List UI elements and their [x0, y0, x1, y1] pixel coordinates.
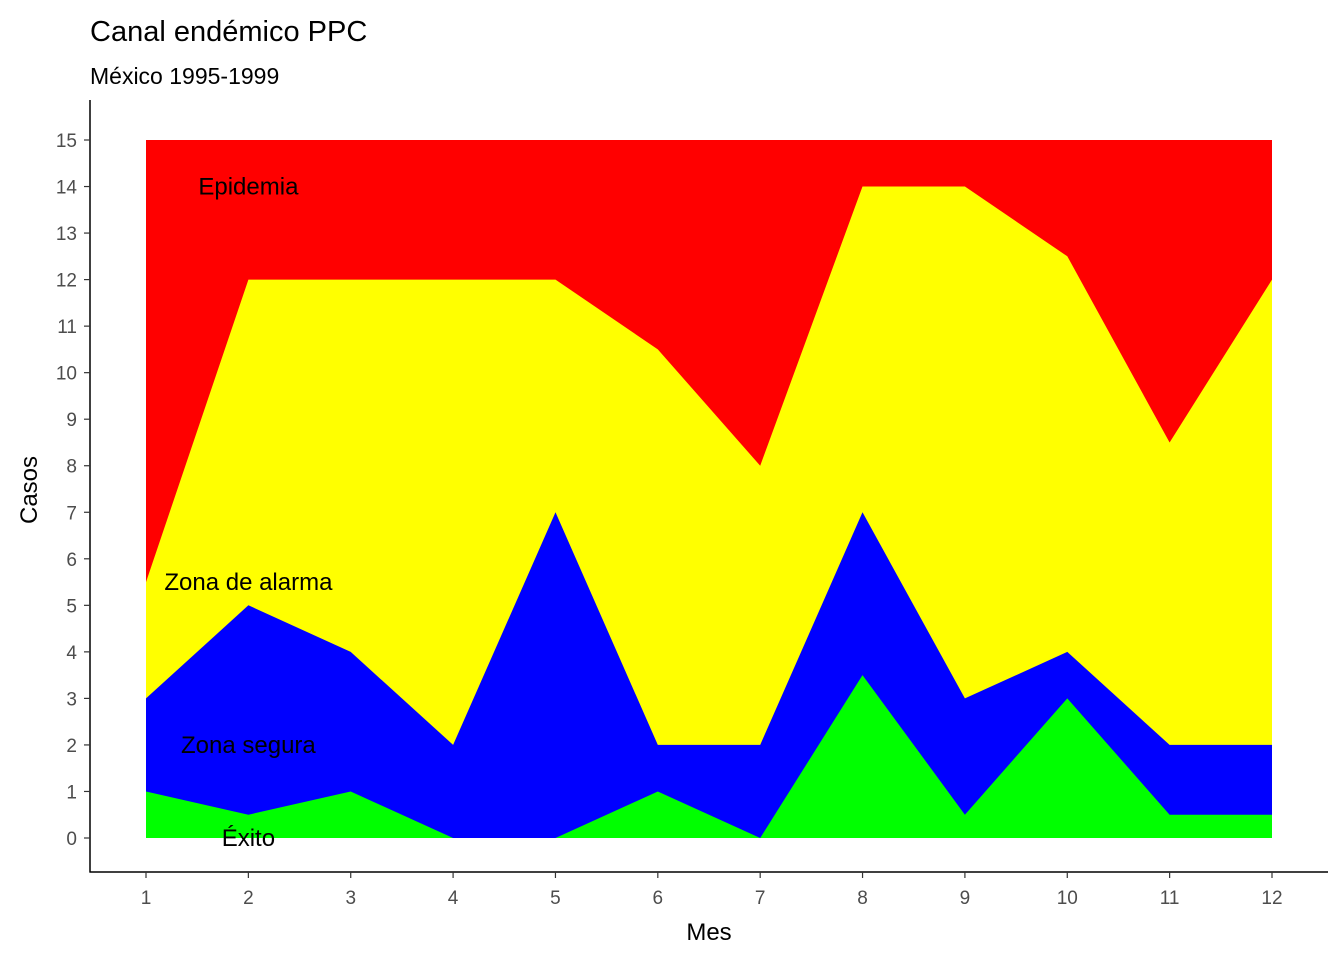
- y-tick-label: 6: [66, 550, 77, 571]
- y-tick-label: 14: [56, 178, 78, 199]
- x-tick-label: 10: [1057, 888, 1078, 909]
- x-tick-label: 7: [755, 888, 766, 909]
- y-tick-label: 11: [57, 317, 77, 338]
- x-tick-label: 2: [243, 888, 254, 909]
- y-tick-label: 10: [56, 364, 77, 385]
- x-tick-label: 5: [550, 888, 561, 909]
- y-tick-label: 5: [66, 596, 77, 617]
- y-tick-label: 12: [56, 271, 77, 292]
- x-tick-label: 12: [1261, 888, 1282, 909]
- x-tick-label: 4: [448, 888, 459, 909]
- y-tick-label: 13: [56, 224, 77, 245]
- y-tick-label: 3: [66, 689, 77, 710]
- y-tick-label: 15: [56, 131, 77, 152]
- chart-title: Canal endémico PPC: [90, 16, 367, 48]
- y-tick-label: 0: [66, 829, 77, 850]
- label-zona-de-alarma: Zona de alarma: [164, 569, 333, 596]
- y-tick-label: 8: [66, 457, 77, 478]
- label-epidemia: Epidemia: [198, 174, 299, 201]
- x-tick-label: 8: [857, 888, 868, 909]
- area-exito: [146, 675, 1272, 838]
- x-tick-label: 9: [960, 888, 971, 909]
- zone-labels: Epidemia Zona de alarma Zona segura Éxito: [164, 174, 333, 853]
- label-exito: Éxito: [222, 825, 275, 852]
- x-tick-label: 3: [345, 888, 356, 909]
- area-layers: [146, 140, 1272, 838]
- x-axis-title: Mes: [686, 919, 731, 946]
- label-zona-segura: Zona segura: [181, 732, 316, 759]
- area-zona-de-alarma: [146, 186, 1272, 838]
- x-tick-label: 1: [141, 888, 152, 909]
- area-zona-segura: [146, 512, 1272, 838]
- y-tick-label: 4: [66, 643, 77, 664]
- y-axis-title: Casos: [16, 456, 43, 524]
- chart-subtitle: México 1995-1999: [90, 63, 279, 89]
- y-tick-label: 2: [66, 736, 77, 757]
- y-tick-label: 9: [66, 410, 77, 431]
- x-tick-label: 6: [653, 888, 664, 909]
- y-tick-label: 7: [66, 503, 77, 524]
- y-tick-label: 1: [66, 782, 77, 803]
- x-tick-label: 11: [1160, 888, 1180, 909]
